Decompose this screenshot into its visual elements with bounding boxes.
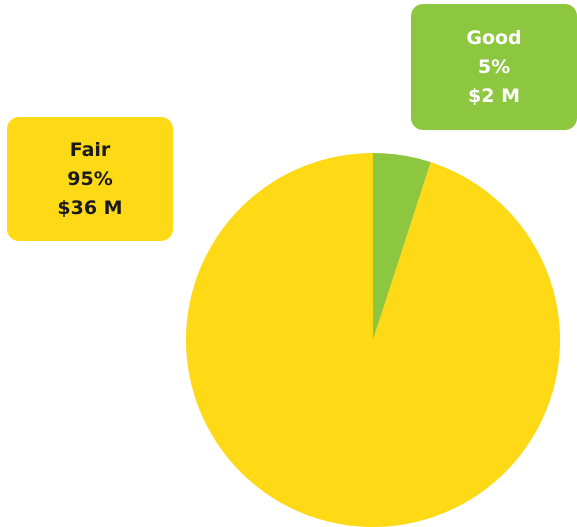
callout-fair-label: Fair xyxy=(69,138,111,161)
callout-fair: Fair 95% $36 M xyxy=(7,117,173,241)
callout-good-percent: 5% xyxy=(477,55,511,78)
callout-fair-percent: 95% xyxy=(67,167,113,190)
pie-slice-fair xyxy=(185,153,560,527)
callout-fair-amount: $36 M xyxy=(57,196,123,219)
pie-slice-good xyxy=(373,153,431,340)
callout-good: Good 5% $2 M xyxy=(411,4,577,130)
callout-good-label: Good xyxy=(466,26,522,49)
callout-good-amount: $2 M xyxy=(468,84,520,107)
